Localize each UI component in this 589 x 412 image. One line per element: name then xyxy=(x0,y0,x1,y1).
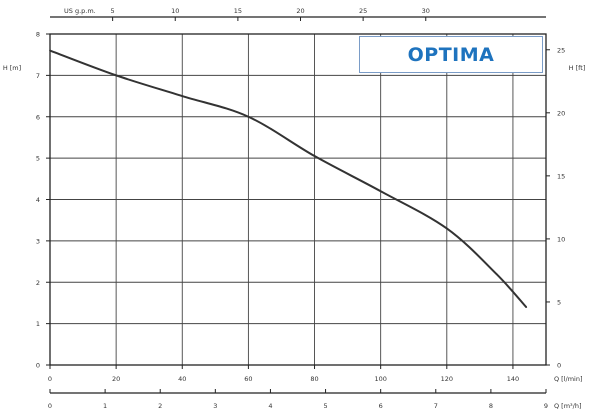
top-tick-label: 20 xyxy=(296,7,304,15)
x2-tick-label: 5 xyxy=(323,402,327,410)
y-tick-label: 0 xyxy=(36,362,40,370)
top-tick-label: 25 xyxy=(359,7,367,15)
x-tick-label: 0 xyxy=(48,375,52,383)
x-tick-label: 80 xyxy=(310,375,318,383)
y-tick-label: 7 xyxy=(36,72,40,80)
pump-curve-point xyxy=(379,190,382,193)
brand-logo-box: OPTIMA xyxy=(359,36,543,73)
x2-tick-label: 0 xyxy=(48,402,52,410)
y-tick-label: 2 xyxy=(36,279,40,287)
y2-tick-label: 15 xyxy=(557,172,565,180)
y-tick-label: 4 xyxy=(36,196,40,204)
x-axis-unit-label: Q [l/min] xyxy=(554,375,583,383)
x-tick-label: 100 xyxy=(374,375,386,383)
x-tick-label: 20 xyxy=(112,375,120,383)
y2-tick-label: 5 xyxy=(557,298,561,306)
x2-tick-label: 8 xyxy=(489,402,493,410)
y2-axis-unit-label: H [ft] xyxy=(569,64,586,72)
x2-tick-label: 6 xyxy=(379,402,383,410)
y2-tick-label: 10 xyxy=(557,235,565,243)
top-tick-label: 10 xyxy=(171,7,179,15)
x2-tick-label: 7 xyxy=(434,402,438,410)
top-tick-label: 15 xyxy=(234,7,242,15)
top-tick-label: 5 xyxy=(111,7,115,15)
x2-tick-label: 3 xyxy=(213,402,217,410)
x-tick-label: 120 xyxy=(441,375,453,383)
x-tick-label: 140 xyxy=(507,375,519,383)
x-tick-label: 40 xyxy=(178,375,186,383)
x2-tick-label: 2 xyxy=(158,402,162,410)
x2-tick-label: 9 xyxy=(544,402,548,410)
y-tick-label: 3 xyxy=(36,237,40,245)
y-tick-label: 1 xyxy=(36,320,40,328)
pump-curve-point xyxy=(525,306,528,308)
brand-logo-text: OPTIMA xyxy=(407,43,495,66)
pump-curve-point xyxy=(495,273,498,275)
pump-curve-point xyxy=(313,155,316,157)
pump-curve-point xyxy=(181,95,184,97)
pump-curve-point xyxy=(445,227,448,230)
y-tick-label: 8 xyxy=(36,31,40,39)
y-tick-label: 5 xyxy=(36,155,40,163)
top-axis-unit-label: US g.p.m. xyxy=(64,7,96,15)
pump-curve-point xyxy=(115,74,118,77)
chart-curves xyxy=(49,49,528,308)
y-axis-unit-label: H [m] xyxy=(3,64,21,72)
y-tick-label: 6 xyxy=(36,113,40,121)
x2-tick-label: 1 xyxy=(103,402,107,410)
pump-curve-point xyxy=(49,49,51,52)
x2-tick-label: 4 xyxy=(268,402,272,410)
x2-axis-unit-label: Q [m³/h] xyxy=(554,402,582,410)
y2-tick-label: 20 xyxy=(557,109,565,117)
x-tick-label: 60 xyxy=(244,375,252,383)
top-tick-label: 30 xyxy=(422,7,430,15)
pump-curve-point xyxy=(247,115,250,118)
chart-grid xyxy=(50,34,546,365)
y2-tick-label: 25 xyxy=(557,46,565,54)
pump-curve-line xyxy=(49,49,527,308)
chart-axes: 0 20 40 60 80 100 120 140 Q [l/min]0 1 2 3 4 5 6 7 8 9 Q [… xyxy=(3,7,586,410)
y2-tick-label: 0 xyxy=(557,362,561,370)
